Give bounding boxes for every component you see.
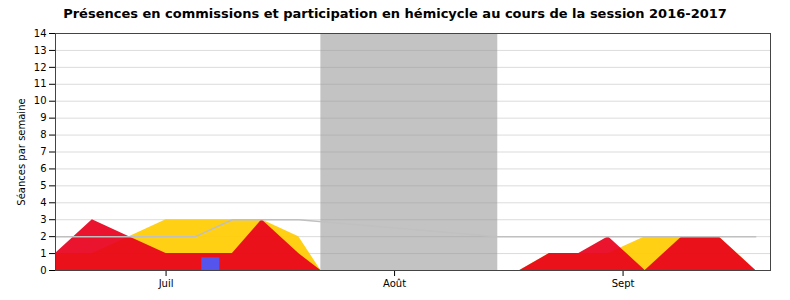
svg-text:1: 1 xyxy=(40,248,46,259)
svg-text:13: 13 xyxy=(34,45,47,56)
svg-text:9: 9 xyxy=(40,112,46,123)
svg-text:8: 8 xyxy=(40,129,46,140)
svg-text:0: 0 xyxy=(40,265,46,276)
svg-text:14: 14 xyxy=(34,28,47,39)
svg-text:3: 3 xyxy=(40,214,46,225)
svg-text:10: 10 xyxy=(34,95,47,106)
svg-text:Sept: Sept xyxy=(612,278,635,289)
html-text:Présences en commissions et pa: Présences en commissions et participatio… xyxy=(63,6,727,21)
svg-text:5: 5 xyxy=(40,180,46,191)
svg-text:11: 11 xyxy=(34,78,47,89)
svg-text:Juil: Juil xyxy=(158,278,174,289)
svg-text:Août: Août xyxy=(383,278,406,289)
svg-text:2: 2 xyxy=(40,231,46,242)
svg-text:Séances par semaine: Séances par semaine xyxy=(16,98,27,205)
svg-text:4: 4 xyxy=(40,197,46,208)
svg-text:6: 6 xyxy=(40,163,46,174)
svg-text:12: 12 xyxy=(34,62,47,73)
svg-text:7: 7 xyxy=(40,146,46,157)
